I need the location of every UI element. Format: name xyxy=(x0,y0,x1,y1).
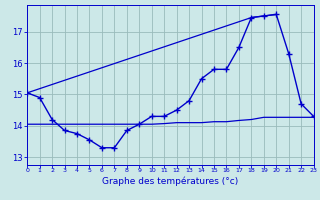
X-axis label: Graphe des températures (°c): Graphe des températures (°c) xyxy=(102,176,238,186)
